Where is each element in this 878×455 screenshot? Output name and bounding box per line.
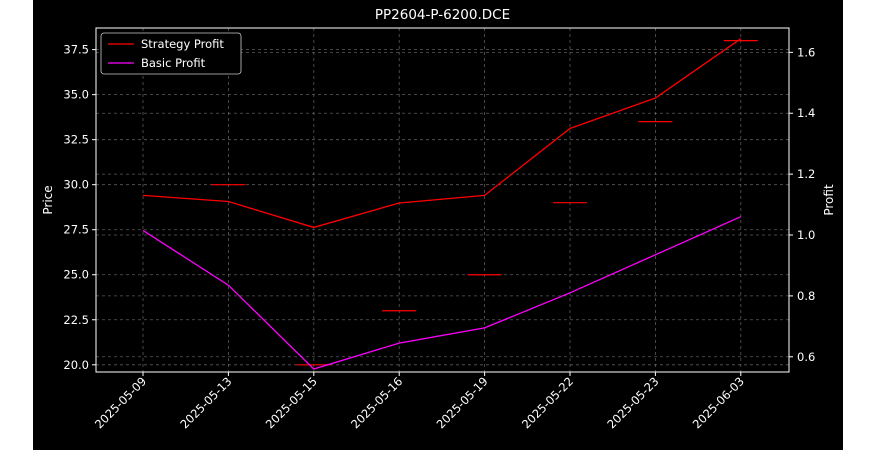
series-line-strategy-profit: [142, 38, 742, 229]
price-tick-label-0: 20.0: [63, 358, 89, 372]
series-line-basic-profit: [142, 216, 742, 370]
price-tick-label-2: 25.0: [63, 268, 89, 282]
price-tick-label-3: 27.5: [63, 223, 89, 237]
profit-tick-label-0: 0.6: [797, 350, 815, 364]
profit-tick-label-1: 0.8: [797, 289, 815, 303]
y-axis-label-price: Price: [41, 185, 55, 214]
price-tick-label-5: 32.5: [63, 133, 89, 147]
price-tick-label-4: 30.0: [63, 178, 89, 192]
profit-tick-label-5: 1.6: [797, 45, 815, 59]
legend-label-1: Basic Profit: [141, 56, 206, 70]
legend-label-0: Strategy Profit: [141, 37, 224, 51]
chart-title: PP2604-P-6200.DCE: [375, 7, 510, 23]
price-tick-label-6: 35.0: [63, 88, 89, 102]
y-axis-label-profit: Profit: [822, 184, 836, 216]
plot-frame: [95, 27, 790, 373]
price-tick-label-1: 22.5: [63, 313, 89, 327]
legend-box: [100, 32, 242, 75]
profit-tick-label-4: 1.4: [797, 106, 815, 120]
profit-tick-label-3: 1.2: [797, 167, 815, 181]
profit-tick-label-2: 1.0: [797, 228, 815, 242]
price-tick-label-7: 37.5: [63, 43, 89, 57]
figure-background: [33, 0, 843, 450]
